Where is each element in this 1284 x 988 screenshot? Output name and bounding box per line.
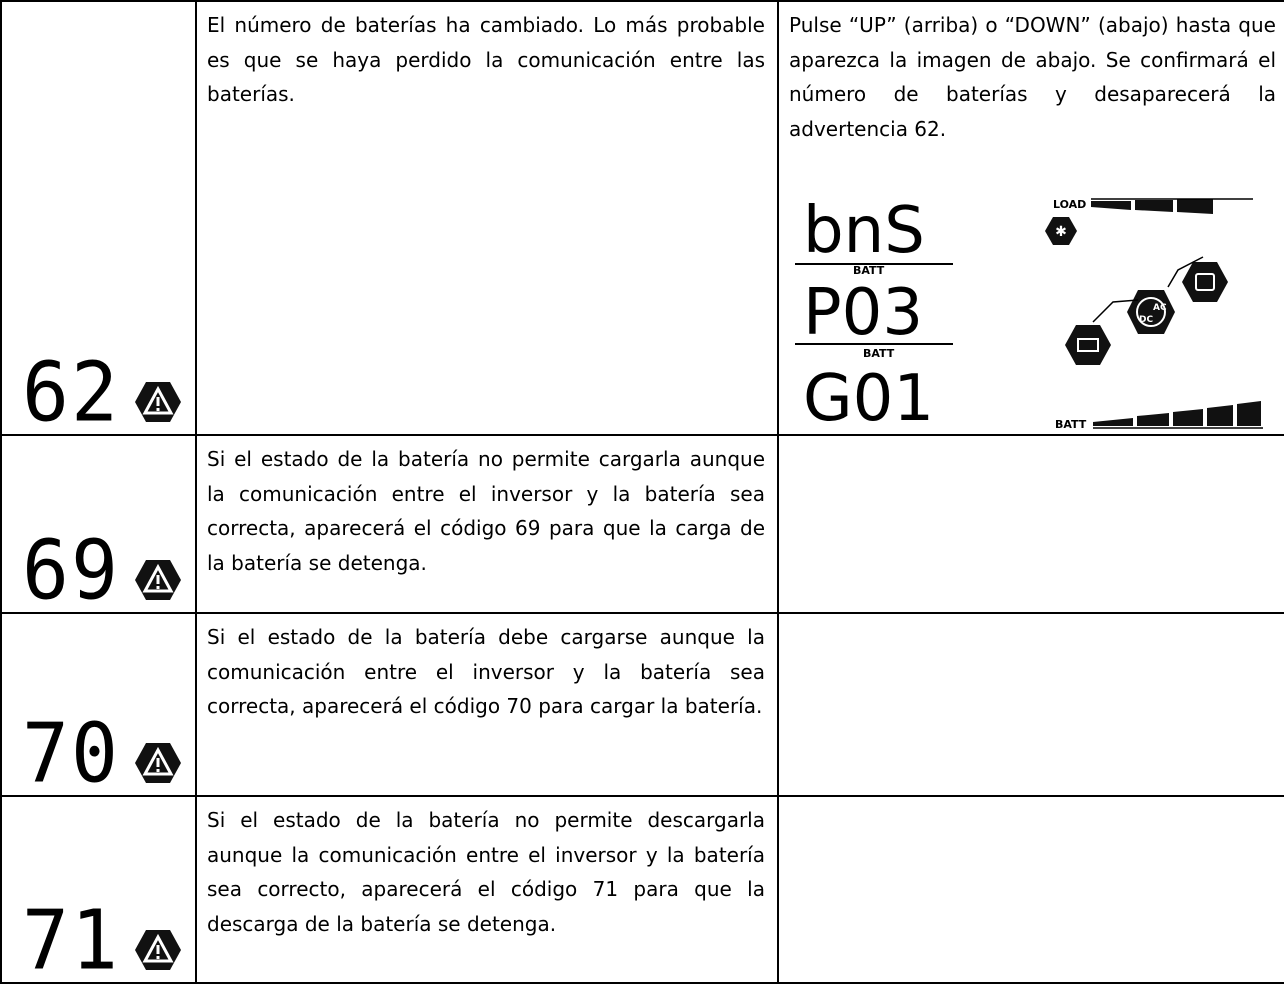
description: Si el estado de la batería no permite ca… xyxy=(207,447,765,575)
description: El número de baterías ha cambiado. Lo má… xyxy=(207,13,765,106)
empty-cell xyxy=(777,795,1284,984)
load-label: LOAD xyxy=(1053,198,1086,211)
description: Si el estado de la batería no permite de… xyxy=(207,808,765,936)
lcd-line: bnS xyxy=(803,194,925,268)
code-cell: 71 xyxy=(0,795,197,988)
warning-icon xyxy=(135,743,181,783)
warning-icon xyxy=(135,930,181,970)
lcd-label: BATT xyxy=(853,264,885,277)
batt-label: BATT xyxy=(1055,418,1087,431)
description-cell: El número de baterías ha cambiado. Lo má… xyxy=(195,0,779,436)
code-cell: 69 xyxy=(0,434,197,619)
warning-icon xyxy=(135,382,181,422)
empty-cell xyxy=(777,612,1284,797)
description-cell: Si el estado de la batería debe cargarse… xyxy=(195,612,779,797)
dc-label: DC xyxy=(1139,315,1153,325)
row: 69 Si el estado de la batería no permite… xyxy=(0,434,1284,619)
lcd-line: P03 xyxy=(803,276,923,350)
code-cell: 62 xyxy=(0,0,197,441)
svg-text:✱: ✱ xyxy=(1055,224,1067,240)
code: 70 xyxy=(22,706,120,802)
warning-icon xyxy=(135,560,181,600)
description-cell: Si el estado de la batería no permite de… xyxy=(195,795,779,984)
code: 69 xyxy=(22,523,120,619)
ac-label: AC xyxy=(1153,303,1167,313)
description: Si el estado de la batería debe cargarse… xyxy=(207,625,765,718)
code: 71 xyxy=(22,893,120,988)
empty-cell xyxy=(777,434,1284,614)
description-cell: Si el estado de la batería no permite ca… xyxy=(195,434,779,614)
lcd-line: G01 xyxy=(803,362,934,432)
lcd-label: BATT xyxy=(863,347,895,360)
code-cell: 70 xyxy=(0,612,197,802)
code: 62 xyxy=(22,345,120,441)
lcd-display: bnS BATT P03 BATT G01 LOAD ✱ DC AC xyxy=(795,194,1263,432)
action-cell: Pulse “UP” (arriba) o “DOWN” (abajo) has… xyxy=(777,0,1284,436)
row: 62 El número de baterías ha cambiado. Lo… xyxy=(0,0,1284,441)
row: 70 Si el estado de la batería debe carga… xyxy=(0,612,1284,802)
row: 71 Si el estado de la batería no permite… xyxy=(0,795,1284,988)
action: Pulse “UP” (arriba) o “DOWN” (abajo) has… xyxy=(789,13,1276,141)
